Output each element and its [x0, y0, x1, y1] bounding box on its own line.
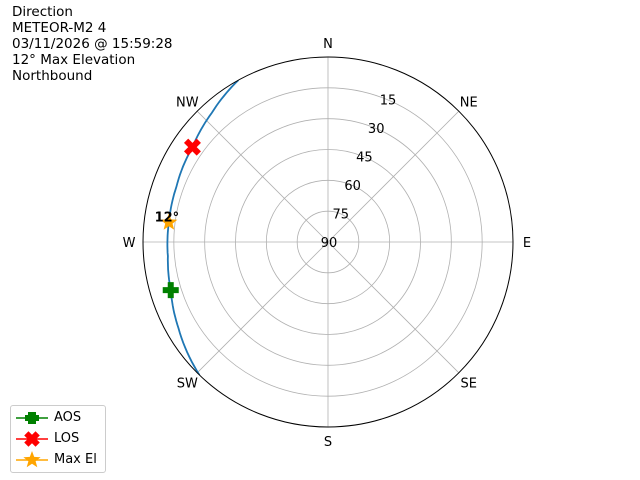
grid-spoke: [327, 110, 460, 243]
direction-label-se: SE: [460, 377, 476, 392]
aos-marker: [162, 282, 179, 299]
pass-info: Direction METEOR-M2 4 03/11/2026 @ 15:59…: [12, 4, 173, 84]
grid-spoke: [196, 110, 329, 243]
legend-item-aos: AOS: [11, 408, 105, 428]
info-direction: Northbound: [12, 68, 93, 84]
info-max-elevation: 12° Max Elevation: [12, 52, 136, 68]
legend-item-max-el: Max El: [11, 450, 105, 470]
radial-tick-label: 90: [321, 236, 338, 251]
direction-label-sw: SW: [177, 377, 198, 392]
max-el-marker: [160, 213, 178, 230]
radial-tick-label: 75: [333, 208, 350, 223]
aos-legend-icon: [16, 412, 48, 424]
legend-label-los: LOS: [54, 431, 80, 446]
direction-label-n: N: [323, 37, 333, 52]
grid-spoke: [196, 241, 329, 374]
radial-tick-label: 45: [356, 151, 373, 166]
legend-label-aos: AOS: [54, 410, 82, 425]
radial-tick-label: 15: [380, 94, 397, 109]
outer-circle: [142, 56, 514, 428]
direction-label-nw: NW: [176, 95, 199, 110]
max-el-annotation: 12°: [155, 210, 180, 225]
direction-label-s: S: [324, 435, 332, 450]
legend-label-max-el: Max El: [54, 452, 97, 467]
direction-label-e: E: [523, 236, 531, 251]
info-title: Direction: [12, 4, 73, 20]
info-datetime: 03/11/2026 @ 15:59:28: [12, 36, 173, 52]
max-el-legend-icon: [16, 451, 48, 468]
direction-label-w: W: [123, 236, 136, 251]
los-legend-icon: [16, 431, 48, 447]
grid-spoke: [327, 241, 460, 374]
radial-tick-label: 30: [368, 122, 385, 137]
legend: AOS LOS Max El: [10, 405, 106, 473]
direction-label-ne: NE: [460, 95, 478, 110]
legend-item-los: LOS: [11, 429, 105, 449]
los-marker: [183, 138, 201, 156]
info-satellite: METEOR-M2 4: [12, 20, 107, 36]
radial-tick-label: 60: [344, 179, 361, 194]
